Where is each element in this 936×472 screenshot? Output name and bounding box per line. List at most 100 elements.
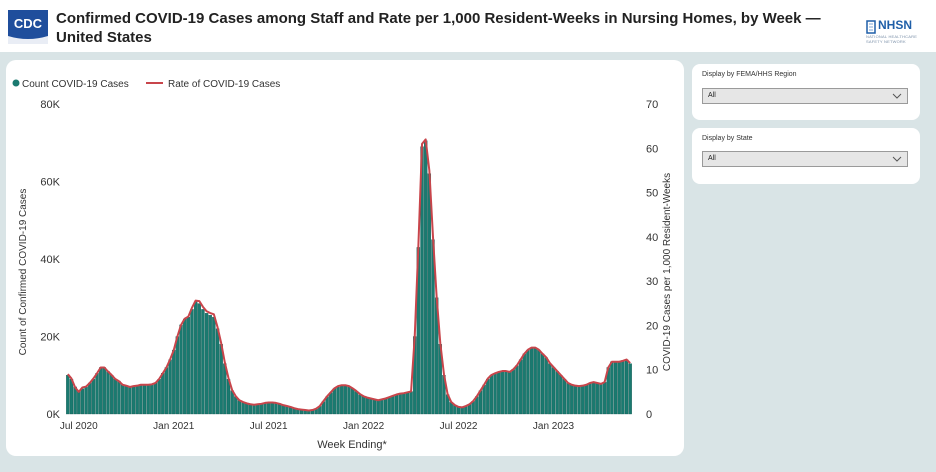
nhsn-logo: NHSN NATIONAL HEALTHCARE SAFETY NETWORK — [866, 18, 928, 46]
y-axis-right: 0 10 20 30 40 50 60 70 — [646, 99, 658, 421]
bar — [117, 380, 121, 415]
filter-card-region: Display by FEMA/HHS Region All — [692, 64, 920, 120]
bar — [489, 375, 494, 415]
bar — [621, 360, 625, 415]
y2-tick-label: 60 — [646, 143, 658, 155]
bar — [372, 399, 377, 415]
bar — [482, 384, 486, 415]
bar — [161, 373, 165, 415]
filter-label-region: Display by FEMA/HHS Region — [702, 71, 797, 78]
bar — [624, 359, 629, 415]
bar — [500, 371, 505, 415]
bar — [460, 407, 464, 415]
bar — [84, 386, 88, 415]
bar — [234, 396, 238, 415]
bar — [577, 385, 581, 415]
bar — [533, 347, 537, 415]
bar — [120, 384, 125, 415]
filter-card-state: Display by State All — [692, 128, 920, 184]
bar — [559, 375, 563, 415]
bar — [142, 384, 147, 415]
x-axis-label: Week Ending* — [317, 439, 387, 451]
bar — [95, 373, 99, 415]
state-dropdown[interactable]: All — [702, 151, 908, 167]
y-tick-label: 20K — [40, 332, 60, 344]
cdc-logo-text: CDC — [14, 16, 43, 31]
x-axis: Jul 2020 Jan 2021 Jul 2021 Jan 2022 Jul 2022… — [60, 421, 575, 432]
bar — [215, 328, 220, 415]
bar — [150, 384, 154, 415]
bar — [153, 382, 158, 415]
bar — [164, 367, 169, 415]
bar — [369, 398, 373, 415]
bar — [91, 378, 96, 415]
bar — [562, 378, 567, 415]
bar — [599, 384, 603, 415]
y-axis-left: 0K 20K 40K 60K 80K — [40, 99, 60, 421]
bar — [332, 388, 337, 415]
y2-tick-label: 20 — [646, 320, 658, 332]
bar — [329, 392, 333, 415]
bar — [182, 318, 187, 415]
y2-tick-label: 10 — [646, 365, 658, 377]
bar — [88, 382, 92, 415]
bar — [518, 359, 523, 415]
bar — [497, 371, 501, 415]
bar — [391, 396, 395, 415]
bar — [405, 392, 410, 415]
bar — [106, 371, 110, 415]
bar — [109, 375, 114, 415]
bar — [256, 404, 260, 415]
bar — [613, 361, 618, 415]
bar — [350, 388, 355, 415]
bar — [201, 309, 205, 415]
bar — [540, 353, 545, 415]
y-tick-label: 80K — [40, 99, 60, 111]
region-dropdown-value: All — [708, 92, 716, 99]
bar — [168, 359, 172, 415]
bar — [124, 385, 128, 415]
bar-series — [66, 140, 632, 415]
bar — [252, 404, 256, 415]
bar — [555, 371, 559, 415]
bar — [376, 400, 380, 415]
x-tick-label: Jul 2020 — [60, 421, 98, 432]
bar — [394, 394, 399, 415]
bar — [602, 382, 607, 415]
chart-legend: Count COVID-19 Cases Rate of COVID-19 Ca… — [12, 79, 280, 90]
bar — [219, 344, 223, 415]
bar — [139, 384, 143, 415]
bar — [595, 382, 599, 415]
bar — [230, 390, 234, 415]
bar — [135, 385, 139, 415]
bar — [380, 399, 384, 415]
bar — [354, 391, 358, 415]
bar — [212, 316, 216, 415]
bar — [197, 303, 201, 415]
bar — [146, 384, 150, 415]
y2-tick-label: 40 — [646, 232, 658, 244]
bar — [266, 402, 271, 415]
bar — [383, 398, 388, 415]
y-axis-label: Count of Confirmed COVID-19 Cases — [18, 189, 29, 356]
bar — [237, 400, 242, 415]
rate-line — [67, 138, 631, 412]
y2-tick-label: 70 — [646, 99, 658, 111]
y2-tick-label: 50 — [646, 188, 658, 200]
y-tick-label: 0K — [47, 409, 61, 421]
bar — [409, 391, 413, 415]
region-dropdown[interactable]: All — [702, 88, 908, 104]
bar — [456, 406, 461, 415]
state-dropdown-value: All — [708, 155, 716, 162]
bar — [365, 397, 369, 415]
bar — [113, 378, 117, 415]
y-tick-label: 40K — [40, 254, 60, 266]
bar — [511, 369, 515, 415]
bar — [80, 388, 85, 415]
bar — [274, 402, 278, 415]
y-tick-label: 60K — [40, 177, 60, 189]
bar — [573, 385, 578, 415]
bar — [507, 371, 512, 415]
legend-label-count: Count COVID-19 Cases — [22, 79, 129, 90]
bar — [526, 349, 530, 415]
